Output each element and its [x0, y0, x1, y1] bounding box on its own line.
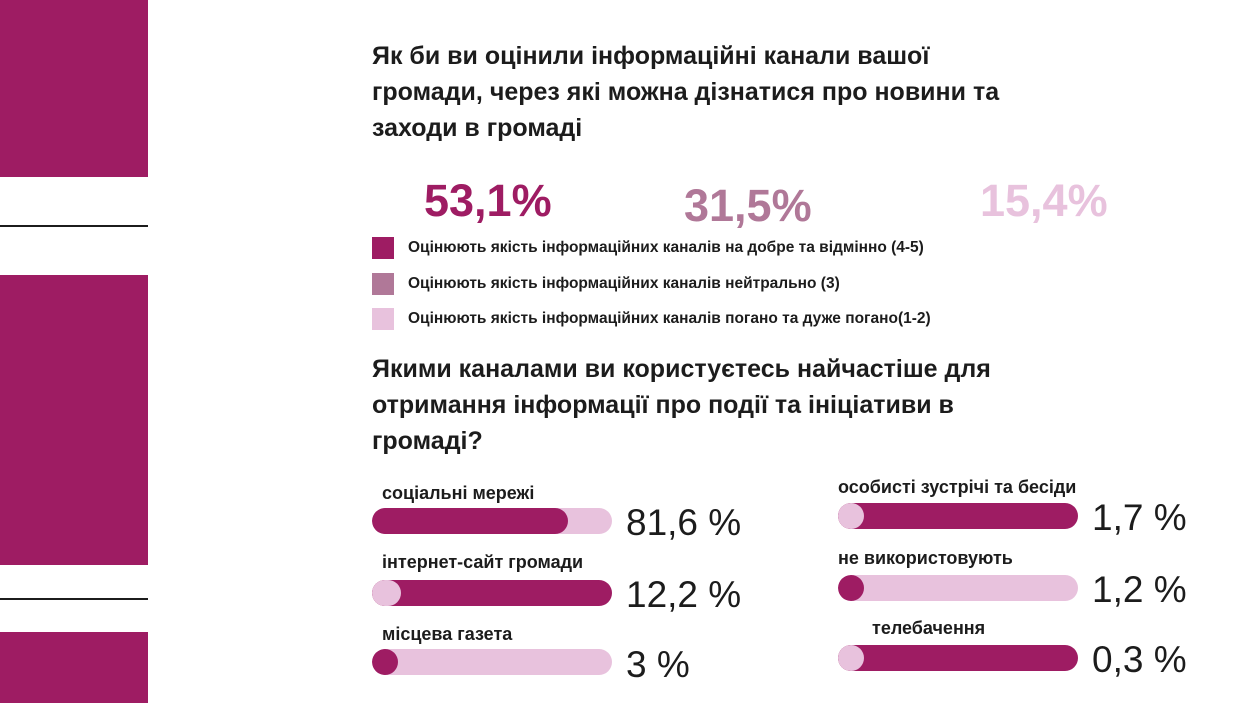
- bar-track-local-newspaper: [372, 649, 612, 675]
- bar-value-community-website: 12,2 %: [626, 574, 742, 615]
- bar-fill-social-networks: [372, 508, 568, 534]
- decor-line-1: [0, 225, 148, 227]
- decor-block-top: [0, 0, 148, 177]
- legend-item-neutral: Оцінюють якість інформаційних каналів не…: [372, 273, 840, 295]
- bar-label-television: телебачення: [872, 618, 986, 638]
- bar-track-social-networks: [372, 508, 612, 534]
- bar-track-community-website: [372, 580, 612, 606]
- legend-label-good: Оцінюють якість інформаційних каналів на…: [408, 239, 924, 256]
- bar-label-personal-meetings: особисті зустрічі та бесіди: [838, 477, 1077, 497]
- bar-track-television: [838, 645, 1078, 671]
- legend-item-bad: Оцінюють якість інформаційних каналів по…: [372, 308, 931, 330]
- bar-track-personal-meetings: [838, 503, 1078, 529]
- pct-good: 53,1%: [424, 175, 552, 226]
- bar-value-social-networks: 81,6 %: [626, 502, 742, 543]
- legend-swatch-good: [372, 237, 394, 259]
- bar-label-community-website: інтернет-сайт громади: [382, 552, 584, 572]
- bar-value-personal-meetings: 1,7 %: [1092, 497, 1187, 538]
- decor-line-2: [0, 598, 148, 600]
- bar-label-social-networks: соціальні мережі: [382, 483, 535, 503]
- question-1-heading: Як би ви оцінили інформаційні канали ваш…: [372, 42, 1000, 142]
- decor-block-bottom: [0, 632, 148, 703]
- bar-fill-television: [838, 645, 864, 671]
- legend-item-good: Оцінюють якість інформаційних каналів на…: [372, 237, 924, 259]
- decor-block-middle: [0, 275, 148, 565]
- bar-track-do-not-use: [838, 575, 1078, 601]
- bar-fill-local-newspaper: [372, 649, 398, 675]
- pct-neutral: 31,5%: [684, 180, 812, 231]
- legend-swatch-neutral: [372, 273, 394, 295]
- bar-fill-do-not-use: [838, 575, 864, 601]
- bar-value-do-not-use: 1,2 %: [1092, 569, 1187, 610]
- pct-bad: 15,4%: [980, 175, 1108, 226]
- bar-label-do-not-use: не використовують: [838, 548, 1013, 568]
- question-2-heading: Якими каналами ви користуєтесь найчастіш…: [372, 355, 991, 455]
- bar-value-local-newspaper: 3 %: [626, 644, 690, 685]
- legend-swatch-bad: [372, 308, 394, 330]
- legend-label-neutral: Оцінюють якість інформаційних каналів не…: [408, 275, 840, 292]
- bar-label-local-newspaper: місцева газета: [382, 624, 513, 644]
- legend-label-bad: Оцінюють якість інформаційних каналів по…: [408, 310, 931, 327]
- bar-fill-community-website: [372, 580, 402, 606]
- bar-value-television: 0,3 %: [1092, 639, 1187, 680]
- bar-fill-personal-meetings: [838, 503, 864, 529]
